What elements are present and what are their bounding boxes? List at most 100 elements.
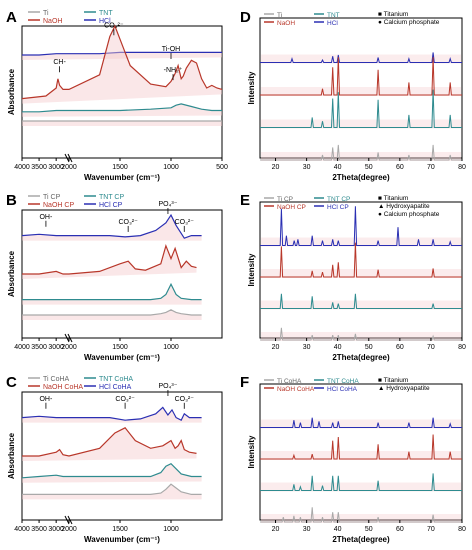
series-fill	[22, 407, 202, 423]
x-tick-label: 30	[303, 164, 311, 171]
series-line	[22, 282, 202, 301]
legend-label: Ti CP	[43, 194, 61, 201]
series-band	[261, 514, 461, 523]
y-axis-label: Absorbance	[7, 432, 16, 479]
legend-label: TNT	[327, 12, 340, 19]
series-line	[22, 51, 222, 56]
series-band	[261, 269, 461, 278]
axis-break-mark	[67, 153, 73, 163]
series-fill	[22, 284, 202, 305]
legend-label: TNT CoHA	[327, 378, 359, 385]
x-tick-label: 30	[303, 344, 311, 351]
legend-label: TNT CoHA	[99, 376, 133, 383]
x-tick-label: 2000	[61, 164, 77, 171]
annotation-label: CO₃²⁻	[115, 396, 135, 403]
series-fill	[22, 215, 202, 241]
x-tick-label: 3000	[48, 344, 64, 351]
legend-label: NaOH CP	[277, 204, 306, 211]
marker-legend-label: ● Calcium phosphate	[378, 211, 440, 218]
x-tick-label: 4000	[14, 526, 30, 533]
x-tick-label: 60	[396, 344, 404, 351]
plot-frame	[259, 383, 463, 521]
legend-label: Ti CoHA	[43, 376, 70, 383]
x-tick-label: 3500	[31, 164, 47, 171]
legend-label: TNT CP	[99, 194, 124, 201]
series-band	[261, 332, 461, 341]
series-fill	[22, 52, 222, 61]
annotation-label: PO₄³⁻	[158, 201, 177, 208]
legend-label: HCl CoHA	[99, 384, 132, 391]
series-band	[261, 54, 461, 64]
x-tick-label: 40	[334, 164, 342, 171]
x-tick-label: 80	[458, 526, 466, 533]
x-axis-label: Wavenumber (cm⁻¹)	[84, 173, 160, 182]
series-line	[260, 242, 462, 278]
x-tick-label: 4000	[14, 164, 30, 171]
panel-letter-f: F	[240, 374, 249, 391]
x-tick-label: 2000	[61, 344, 77, 351]
panel-e: Ti CP TNT CP NaOH CP HCl CP ■ Titanium▲ Hydr…	[247, 195, 466, 362]
legend-label: TNT CP	[327, 196, 350, 203]
panel-f: Ti CoHA TNT CoHA NaOH CoHA HCl CoHA ■ Titani…	[247, 377, 466, 544]
x-tick-label: 30	[303, 526, 311, 533]
series-band	[261, 419, 461, 429]
series-fill	[22, 463, 202, 483]
series-line	[260, 144, 462, 161]
axis-break-mark	[67, 333, 73, 343]
legend-label: NaOH CP	[43, 202, 74, 209]
x-tick-label: 20	[272, 526, 280, 533]
x-tick-label: 1000	[163, 344, 179, 351]
axis-break-mark	[64, 333, 70, 343]
axis-break-mark	[67, 515, 73, 525]
x-axis-label: 2Theta(degree)	[332, 173, 390, 182]
legend-label: TNT	[99, 10, 113, 17]
legend-label: Ti	[43, 10, 49, 17]
series-line	[22, 483, 202, 495]
x-tick-label: 1500	[112, 344, 128, 351]
series-fill	[22, 309, 202, 320]
series-band	[261, 152, 461, 161]
x-axis-label: Wavenumber (cm⁻¹)	[84, 535, 160, 544]
legend-label: Ti CoHA	[277, 378, 302, 385]
x-tick-label: 20	[272, 344, 280, 351]
x-tick-label: 2000	[61, 526, 77, 533]
x-tick-label: 3000	[48, 164, 64, 171]
axis-break-mark	[64, 153, 70, 163]
legend-label: NaOH	[43, 18, 62, 25]
marker-legend-label: ● Calcium phosphate	[378, 19, 440, 26]
annotation-label: CH-	[53, 59, 66, 66]
series-line	[21, 213, 202, 239]
series-line	[260, 417, 462, 428]
x-axis-label: 2Theta(degree)	[332, 535, 390, 544]
series-line	[260, 507, 462, 523]
series-line	[260, 206, 462, 246]
x-tick-label: 3500	[31, 344, 47, 351]
marker-legend-label: ▲ Hydroxyapatite	[378, 385, 430, 392]
x-tick-label: 50	[365, 526, 373, 533]
legend-label: NaOH CoHA	[43, 384, 83, 391]
x-tick-label: 3000	[48, 526, 64, 533]
x-tick-label: 70	[427, 526, 435, 533]
series-fill	[22, 121, 222, 127]
legend-label: Ti	[277, 12, 282, 19]
panel-c: Ti CoHA TNT CoHA NaOH CoHA HCl CoHA 4000 3500…	[7, 376, 223, 544]
x-tick-label: 3500	[31, 526, 47, 533]
series-line	[22, 427, 197, 457]
series-band	[261, 300, 461, 310]
series-band	[261, 87, 461, 96]
annotation-label: -NH₂⁺	[164, 67, 183, 74]
x-tick-label: 80	[458, 344, 466, 351]
x-tick-label: 70	[427, 344, 435, 351]
legend-label: HCl CoHA	[327, 386, 358, 393]
x-tick-label: 80	[458, 164, 466, 171]
panel-letter-e: E	[240, 192, 250, 209]
x-tick-label: 20	[272, 164, 280, 171]
series-line	[260, 327, 462, 341]
panel-letter-a: A	[6, 9, 17, 26]
annotation-label: Ti-OH	[162, 46, 180, 53]
axis-break-mark	[64, 515, 70, 525]
series-fill	[22, 245, 197, 279]
series-line	[260, 434, 462, 460]
marker-legend-label: ■ Titanium	[378, 377, 408, 384]
